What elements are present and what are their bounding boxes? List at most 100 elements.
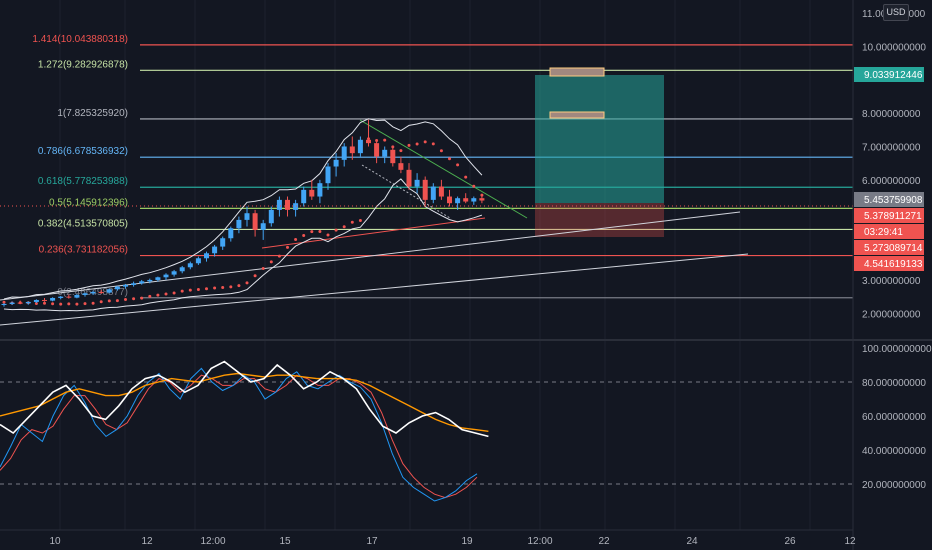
price-tick-label: 3.000000000 — [862, 276, 921, 287]
take-profit-zone[interactable] — [535, 75, 664, 203]
fib-level-label: 1(7.825325920) — [57, 108, 128, 119]
candle-body[interactable] — [333, 159, 339, 167]
candle-body[interactable] — [236, 219, 242, 229]
candle-body[interactable] — [155, 277, 161, 280]
candle-body[interactable] — [98, 291, 104, 293]
sar-dot — [115, 299, 119, 303]
candle-body[interactable] — [187, 263, 193, 268]
candle-body[interactable] — [212, 246, 218, 254]
entry-handle[interactable] — [549, 111, 605, 119]
red-support-line[interactable] — [261, 217, 486, 249]
sar-dot — [350, 220, 354, 224]
candle-body[interactable] — [293, 203, 299, 210]
price-tick-label: 6.000000000 — [862, 176, 921, 187]
candle-body[interactable] — [58, 296, 64, 298]
time-axis[interactable]: 10 12 12:00 15 17 19 12:00 22 24 26 12 — [49, 536, 856, 547]
candle-body[interactable] — [366, 139, 371, 144]
candle-body[interactable] — [163, 274, 169, 278]
candle-body[interactable] — [301, 189, 307, 204]
candle-body[interactable] — [171, 271, 177, 275]
sar-dot — [196, 287, 200, 291]
candle-body[interactable] — [204, 253, 209, 259]
candle-body[interactable] — [82, 293, 88, 295]
candle-body[interactable] — [147, 279, 153, 282]
candle-body[interactable] — [471, 198, 477, 202]
candle-body[interactable] — [325, 166, 331, 184]
candle-body[interactable] — [90, 291, 96, 294]
sar-dot — [448, 157, 451, 161]
candle-body[interactable] — [139, 281, 145, 284]
candle-body[interactable] — [179, 267, 185, 272]
rising-trendline-lower[interactable] — [0, 253, 749, 326]
sar-dot — [148, 294, 152, 298]
oscillator-tick-label: 100.000000000 — [862, 344, 932, 355]
sar-dot — [34, 301, 38, 305]
candle-body[interactable] — [422, 179, 428, 200]
candle-body[interactable] — [479, 198, 485, 201]
candle-body[interactable] — [220, 238, 226, 247]
candle-body[interactable] — [1, 303, 7, 305]
candle-body[interactable] — [74, 294, 80, 298]
candle-body[interactable] — [406, 169, 412, 187]
candle-body[interactable] — [50, 297, 56, 301]
candle-body[interactable] — [9, 302, 15, 304]
candle-body[interactable] — [66, 296, 72, 298]
candle-body[interactable] — [260, 223, 266, 230]
dotted-projection[interactable] — [361, 164, 451, 219]
candle-body[interactable] — [414, 179, 420, 187]
time-tick-label: 12 — [141, 536, 153, 547]
candle-body[interactable] — [349, 146, 355, 154]
candle-body[interactable] — [374, 143, 380, 157]
candle-body[interactable] — [114, 286, 120, 290]
fib-level-label: 1.272(9.282926878) — [38, 59, 128, 70]
fib-level-label: 1.414(10.043880318) — [32, 34, 128, 45]
candle-body[interactable] — [455, 198, 461, 204]
candle-body[interactable] — [398, 163, 404, 170]
candle-body[interactable] — [357, 139, 363, 154]
candle-body[interactable] — [228, 228, 234, 239]
candle-body[interactable] — [390, 149, 396, 164]
candle-body[interactable] — [317, 183, 323, 197]
rsi-line — [0, 360, 489, 438]
candle-body[interactable] — [252, 213, 258, 230]
candle-body[interactable] — [42, 299, 47, 301]
candle-body[interactable] — [17, 302, 23, 304]
currency-badge[interactable]: USD — [883, 4, 909, 21]
candle-body[interactable] — [244, 213, 250, 220]
fib-level-label: 0.786(6.678536932) — [38, 146, 128, 157]
candle-body[interactable] — [33, 299, 39, 302]
falling-trendline[interactable] — [359, 119, 528, 219]
sar-dot — [464, 175, 468, 179]
candle-body[interactable] — [268, 209, 274, 224]
candle-body[interactable] — [285, 199, 290, 210]
time-tick-label: 12 — [844, 536, 856, 547]
candle-body[interactable] — [447, 196, 452, 204]
candle-body[interactable] — [463, 198, 469, 202]
long-position-tool[interactable] — [535, 67, 664, 237]
candle-body[interactable] — [341, 146, 347, 160]
candle-body[interactable] — [123, 284, 128, 287]
target-handle[interactable] — [549, 67, 605, 77]
price-tag — [854, 208, 924, 223]
oscillator-axis[interactable]: 100.000000000 80.000000000 60.000000000 40.… — [862, 344, 932, 491]
candle-body[interactable] — [195, 258, 201, 264]
candle-body[interactable] — [382, 149, 388, 157]
sar-dot — [164, 292, 168, 296]
sar-dot — [140, 296, 144, 300]
candle-body[interactable] — [438, 186, 444, 197]
time-tick-label: 19 — [461, 536, 473, 547]
candle-body[interactable] — [131, 283, 137, 285]
candle-body[interactable] — [309, 189, 315, 197]
fibonacci-retracement[interactable]: 1.414(10.043880318) 1.272(9.282926878) 1(7… — [32, 34, 853, 299]
sar-dot — [132, 297, 136, 301]
candle-body[interactable] — [276, 199, 282, 210]
time-tick-label: 15 — [279, 536, 291, 547]
candle-body[interactable] — [25, 301, 31, 304]
candle-body[interactable] — [430, 186, 436, 200]
stop-loss-zone[interactable] — [535, 203, 664, 237]
candle-body[interactable] — [106, 289, 112, 293]
candlestick-series[interactable] — [1, 119, 485, 307]
sar-dot — [229, 285, 233, 289]
price-tag — [854, 192, 924, 207]
